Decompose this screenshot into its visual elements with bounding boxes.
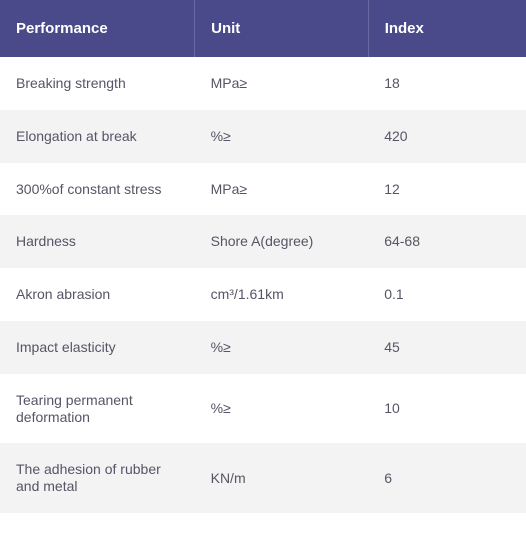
table-row: The adhesion of rubber and metal KN/m 6 (0, 443, 526, 513)
cell-performance: Breaking strength (0, 57, 195, 110)
cell-unit: MPa≥ (195, 163, 369, 216)
table-header-row: Performance Unit Index (0, 0, 526, 57)
cell-unit: Shore A(degree) (195, 215, 369, 268)
cell-index: 0.1 (368, 268, 526, 321)
cell-performance: 300%of constant stress (0, 163, 195, 216)
table-row: Impact elasticity %≥ 45 (0, 321, 526, 374)
cell-performance: Impact elasticity (0, 321, 195, 374)
cell-index: 420 (368, 110, 526, 163)
cell-performance: The adhesion of rubber and metal (0, 443, 195, 513)
cell-performance: Elongation at break (0, 110, 195, 163)
col-header-unit: Unit (195, 0, 369, 57)
table-row: Elongation at break %≥ 420 (0, 110, 526, 163)
cell-unit: cm³/1.61km (195, 268, 369, 321)
cell-unit: %≥ (195, 374, 369, 444)
col-header-performance: Performance (0, 0, 195, 57)
table-row: Breaking strength MPa≥ 18 (0, 57, 526, 110)
cell-index: 10 (368, 374, 526, 444)
cell-performance: Tearing permanent deformation (0, 374, 195, 444)
cell-index: 12 (368, 163, 526, 216)
cell-unit: MPa≥ (195, 57, 369, 110)
table-row: Akron abrasion cm³/1.61km 0.1 (0, 268, 526, 321)
cell-index: 6 (368, 443, 526, 513)
cell-index: 18 (368, 57, 526, 110)
cell-unit: %≥ (195, 321, 369, 374)
cell-index: 64-68 (368, 215, 526, 268)
cell-performance: Hardness (0, 215, 195, 268)
col-header-index: Index (368, 0, 526, 57)
table-row: 300%of constant stress MPa≥ 12 (0, 163, 526, 216)
cell-unit: KN/m (195, 443, 369, 513)
cell-performance: Akron abrasion (0, 268, 195, 321)
cell-index: 45 (368, 321, 526, 374)
cell-unit: %≥ (195, 110, 369, 163)
table-row: Hardness Shore A(degree) 64-68 (0, 215, 526, 268)
table-row: Tearing permanent deformation %≥ 10 (0, 374, 526, 444)
spec-table: Performance Unit Index Breaking strength… (0, 0, 526, 513)
